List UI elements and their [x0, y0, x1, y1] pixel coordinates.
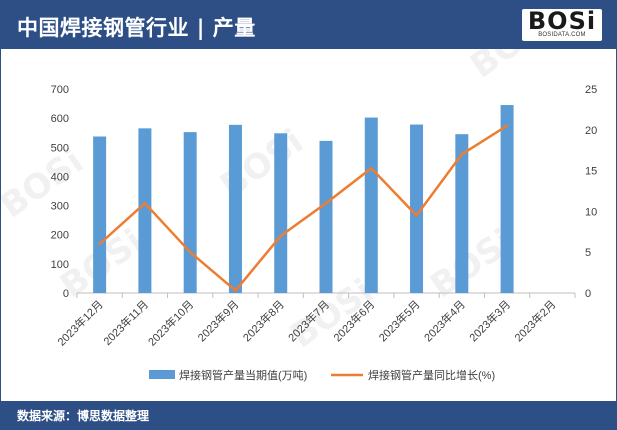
y-left-tick-label: 500	[51, 142, 69, 154]
line-point	[415, 214, 418, 217]
x-tick-label: 2023年3月	[466, 297, 513, 344]
x-tick-label: 2023年2月	[511, 297, 558, 344]
bar	[274, 133, 288, 293]
y-right-tick-label: 5	[585, 247, 591, 259]
chart-area: BOSiBOSiBOSiBOSiBOSiBOSi 010020030040050…	[1, 1, 616, 401]
line-point	[324, 202, 328, 205]
x-tick-label: 2023年10月	[145, 297, 196, 348]
y-left-tick-label: 300	[51, 201, 69, 213]
y-right-tick-labels: 0 5 10 15 20 25	[585, 84, 597, 300]
x-tick-label: 2023年5月	[376, 297, 423, 344]
line-series	[98, 124, 509, 292]
bar	[138, 128, 152, 293]
y-right-tick-label: 25	[585, 84, 597, 96]
line-point	[370, 166, 373, 170]
y-left-tick-label: 600	[51, 113, 69, 125]
line-point	[98, 242, 101, 246]
watermark-logo: BOSi	[1, 141, 91, 226]
y-left-tick-labels: 0 100 200 300 400 500 600 700	[51, 84, 69, 300]
bar	[228, 124, 242, 294]
bar	[319, 140, 333, 293]
bar	[183, 132, 197, 293]
bar-series	[93, 105, 514, 294]
page-title: 中国焊接钢管行业 | 产量	[17, 16, 256, 40]
line-point	[143, 202, 147, 205]
data-source: 数据来源：博思数据整理	[17, 409, 150, 423]
y-right-tick-label: 0	[585, 288, 591, 300]
logo-text: BOSi	[527, 7, 597, 35]
legend-label-bar: 焊接钢管产量当期值(万吨)	[179, 368, 307, 382]
y-right-tick-label: 20	[585, 125, 597, 137]
x-tick-label: 2023年9月	[194, 297, 241, 344]
combo-chart: BOSiBOSiBOSiBOSiBOSiBOSi 010020030040050…	[1, 1, 597, 382]
x-tick-label: 2023年11月	[100, 297, 151, 348]
bar	[455, 134, 469, 293]
y-right-tick-label: 15	[585, 166, 597, 178]
footer-bar: 数据来源：博思数据整理	[1, 401, 616, 429]
header-bar: 中国焊接钢管行业 | 产量 BOSi BOSIDATA.COM	[1, 1, 616, 49]
legend: 焊接钢管产量当期值(万吨) 焊接钢管产量同比增长(%)	[149, 368, 495, 382]
line-point	[188, 251, 192, 254]
x-tick-label: 2023年12月	[54, 297, 105, 348]
legend-swatch-bar	[149, 370, 175, 379]
brand-logo: BOSi BOSIDATA.COM	[522, 7, 602, 41]
watermark-logo: BOSi	[463, 49, 560, 86]
line-point	[234, 289, 237, 292]
bar	[93, 136, 107, 293]
y-left-tick-label: 400	[51, 171, 69, 183]
y-left-tick-label: 100	[51, 259, 69, 271]
bar	[410, 124, 424, 293]
watermark-logo: BOSi	[213, 121, 310, 206]
growth-line	[98, 124, 509, 292]
y-left-tick-label: 700	[51, 84, 69, 96]
y-left-tick-label: 200	[51, 230, 69, 242]
x-tick-label: 2023年8月	[240, 297, 287, 344]
y-left-tick-label: 0	[63, 288, 69, 300]
line-point	[460, 153, 464, 156]
bar	[500, 105, 514, 294]
logo-subtext: BOSIDATA.COM	[538, 32, 586, 38]
y-right-tick-label: 10	[585, 206, 597, 218]
legend-label-line: 焊接钢管产量同比增长(%)	[368, 368, 495, 382]
line-point	[505, 124, 509, 127]
line-point	[279, 234, 282, 238]
bar	[364, 117, 378, 293]
